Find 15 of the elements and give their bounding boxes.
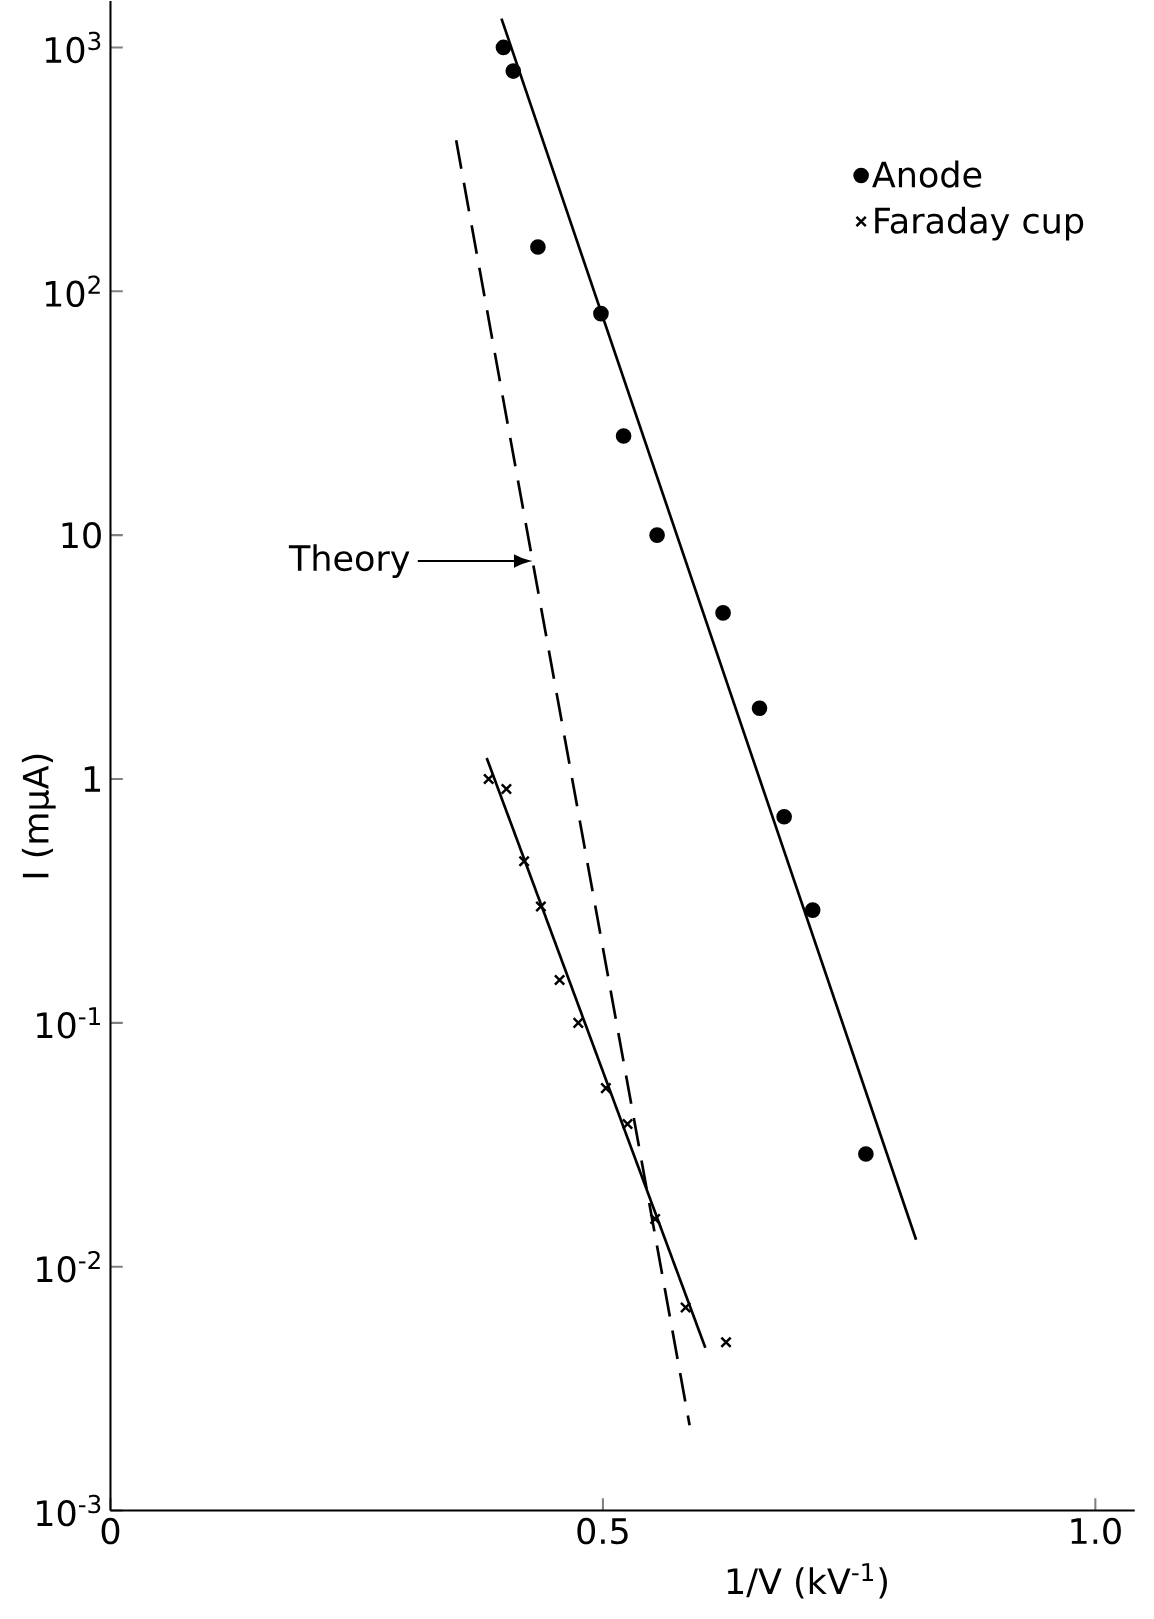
y-tick-label: 10$^{3}$ bbox=[45, 31, 101, 64]
y-tick-label: 10$^{-3}$ bbox=[36, 1494, 101, 1527]
legend-label: Faraday cup bbox=[875, 206, 1083, 241]
y-tick-label: 1 bbox=[84, 766, 100, 792]
x-tick-label: 1.0 bbox=[1071, 1517, 1121, 1545]
y-tick-label: 10$^{2}$ bbox=[45, 275, 100, 308]
y-tick-label: 10 bbox=[62, 521, 101, 549]
x-tick-label: 0 bbox=[101, 1517, 120, 1545]
y-axis-title: I (mμA) bbox=[21, 754, 56, 878]
y-tick-label: 10$^{-1}$ bbox=[36, 1007, 100, 1039]
annotation: Theory bbox=[288, 544, 410, 578]
legend-label: Anode bbox=[871, 160, 982, 188]
x-axis-title: 1/V (kV$^{-1}$) bbox=[727, 1563, 887, 1599]
y-tick-label: 10$^{-2}$ bbox=[36, 1250, 100, 1283]
x-tick-label: 0.5 bbox=[577, 1517, 628, 1545]
